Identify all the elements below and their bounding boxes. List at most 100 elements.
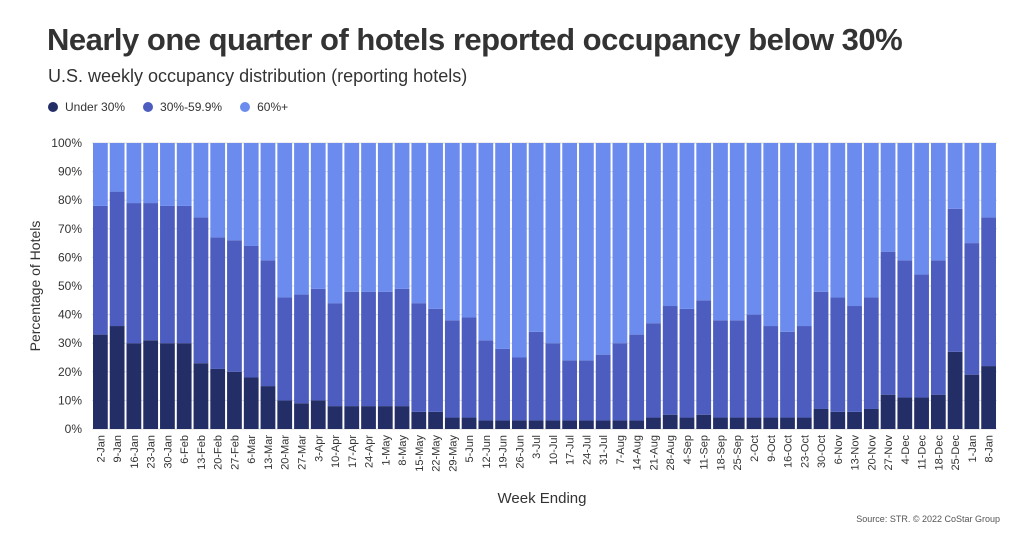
bar-segment-under-30	[662, 414, 678, 429]
legend-label-60-plus: 60%+	[257, 100, 289, 114]
x-tick-label: 5-Jun	[464, 435, 476, 463]
bar-segment-under-30	[361, 406, 376, 429]
legend-swatch-under-30	[48, 102, 58, 112]
bar-segment-30-59	[746, 314, 762, 418]
bar-segment-under-30	[545, 420, 561, 429]
bar-segment-30-59	[461, 317, 477, 418]
bar-segment-30-59	[830, 297, 846, 412]
x-tick-label: 18-Dec	[933, 435, 945, 471]
bar-segment-60-plus	[847, 143, 862, 307]
bar-segment-60-plus	[830, 143, 846, 298]
y-axis-label: Percentage of Hotels	[27, 221, 43, 352]
x-tick-label: 18-Sep	[715, 435, 727, 470]
x-tick-label: 3-Jul	[531, 435, 543, 459]
bar-segment-60-plus	[310, 143, 326, 289]
x-tick-label: 20-Feb	[213, 435, 225, 470]
bar-segment-30-59	[863, 297, 879, 409]
bar-segment-60-plus	[629, 143, 645, 335]
bar-segment-under-30	[746, 417, 762, 429]
bar-segment-30-59	[595, 354, 611, 421]
x-tick-label: 11-Dec	[917, 435, 929, 470]
x-tick-label: 31-Jul	[598, 435, 610, 465]
bar-segment-under-30	[193, 363, 209, 429]
bar-segment-under-30	[830, 411, 846, 429]
x-tick-label: 23-Jan	[146, 435, 158, 469]
bar-segment-60-plus	[143, 143, 159, 204]
bar-segment-60-plus	[528, 143, 544, 332]
bar-segment-under-30	[126, 343, 142, 429]
x-tick-label: 10-Jul	[548, 435, 560, 465]
x-tick-label: 16-Jan	[129, 435, 141, 469]
legend-swatch-60-plus	[240, 102, 251, 112]
bar-segment-60-plus	[646, 143, 661, 324]
x-tick-label: 24-Jul	[581, 435, 593, 465]
legend-item-60-plus: 60%+	[240, 100, 288, 114]
bar-segment-under-30	[847, 411, 862, 429]
bar-segment-30-59	[729, 320, 745, 418]
x-tick-label: 4-Dec	[900, 435, 912, 465]
bar-segment-under-30	[260, 386, 276, 429]
bar-segment-60-plus	[411, 143, 427, 304]
x-tick-label: 21-Aug	[648, 435, 660, 470]
bar-segment-30-59	[160, 205, 175, 344]
bar-segment-under-30	[713, 417, 728, 429]
bar-segment-60-plus	[294, 143, 309, 295]
bars	[93, 143, 996, 429]
x-tick-label: 7-Aug	[615, 435, 627, 464]
bar-segment-under-30	[528, 420, 544, 429]
bar-segment-30-59	[361, 291, 376, 407]
bar-segment-60-plus	[93, 143, 108, 206]
bar-segment-60-plus	[495, 143, 510, 349]
bar-segment-under-30	[930, 394, 946, 429]
bar-segment-60-plus	[109, 143, 125, 192]
bar-segment-under-30	[210, 368, 226, 429]
bar-segment-60-plus	[511, 143, 527, 358]
bar-segment-30-59	[947, 208, 963, 352]
bar-segment-60-plus	[176, 143, 192, 206]
bar-segment-60-plus	[193, 143, 209, 218]
x-tick-label: 30-Jan	[162, 435, 174, 469]
bar-segment-60-plus	[612, 143, 628, 344]
bar-segment-30-59	[126, 203, 142, 344]
bar-segment-60-plus	[545, 143, 561, 344]
y-tick-label: 30%	[58, 336, 82, 350]
bar-segment-60-plus	[394, 143, 410, 289]
bar-segment-60-plus	[780, 143, 795, 332]
bar-segment-30-59	[579, 360, 594, 421]
x-tick-label: 23-Oct	[799, 435, 811, 468]
bar-segment-under-30	[964, 374, 980, 429]
bar-segment-30-59	[176, 205, 192, 344]
bar-segment-60-plus	[160, 143, 175, 206]
bar-segment-60-plus	[277, 143, 293, 298]
bar-segment-under-30	[763, 417, 779, 429]
bar-segment-30-59	[109, 191, 125, 327]
y-tick-label: 50%	[58, 279, 82, 293]
bar-segment-under-30	[411, 411, 427, 429]
bar-segment-60-plus	[461, 143, 477, 318]
bar-segment-under-30	[729, 417, 745, 429]
bar-segment-60-plus	[377, 143, 393, 292]
x-tick-label: 2-Oct	[749, 435, 761, 462]
bar-segment-60-plus	[930, 143, 946, 261]
bar-segment-60-plus	[478, 143, 494, 341]
x-tick-label: 8-May	[397, 435, 409, 466]
bar-segment-30-59	[696, 300, 712, 415]
y-tick-label: 20%	[58, 365, 82, 379]
bar-segment-under-30	[344, 406, 360, 429]
bar-segment-30-59	[612, 343, 628, 421]
bar-segment-30-59	[562, 360, 578, 421]
y-tick-label: 100%	[51, 136, 82, 150]
legend-swatch-30-59	[143, 102, 154, 112]
bar-segment-30-59	[796, 326, 812, 418]
bar-segment-30-59	[662, 306, 678, 415]
bar-segment-60-plus	[763, 143, 779, 327]
y-tick-label: 70%	[58, 222, 82, 236]
bar-segment-under-30	[160, 343, 175, 429]
bar-segment-under-30	[897, 397, 913, 429]
x-tick-label: 26-Jun	[514, 435, 526, 469]
bar-segment-under-30	[629, 420, 645, 429]
bar-segment-30-59	[143, 203, 159, 341]
x-tick-label: 20-Mar	[280, 435, 292, 470]
bar-segment-under-30	[227, 371, 242, 429]
